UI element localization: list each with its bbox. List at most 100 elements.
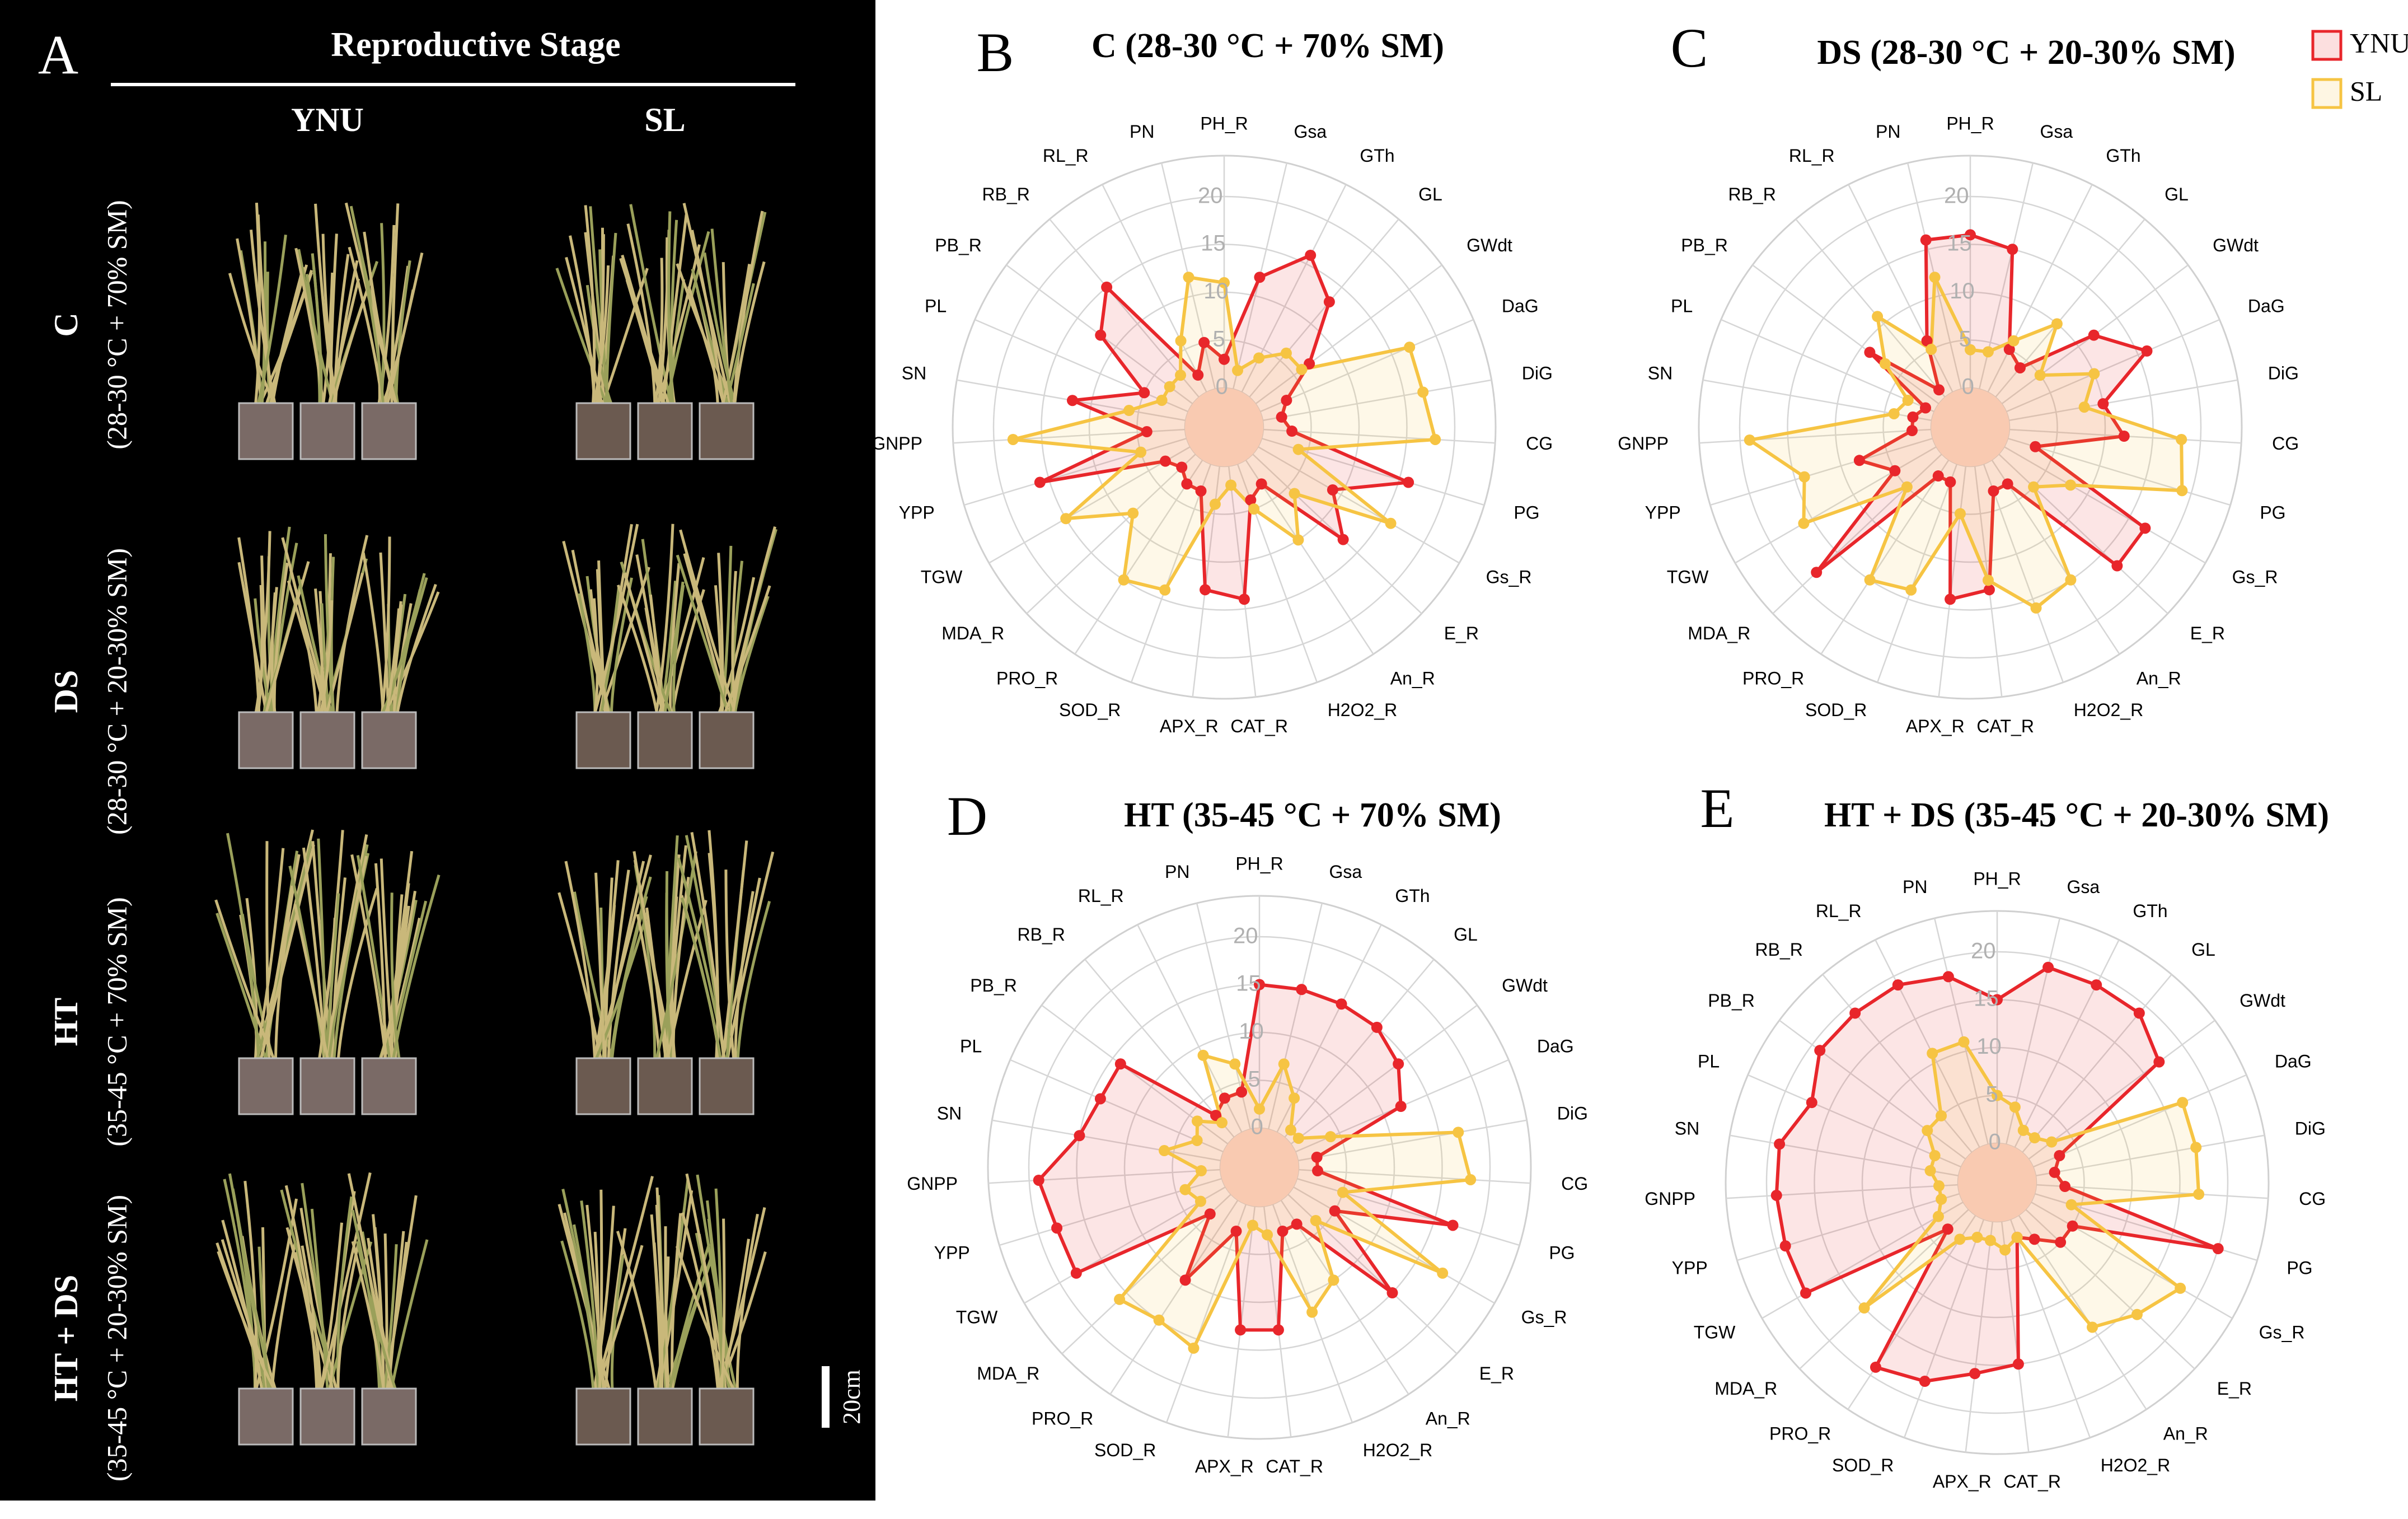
data-point bbox=[1289, 1092, 1300, 1104]
data-point bbox=[1291, 1218, 1303, 1230]
radial-tick-label: 5 bbox=[1986, 1082, 1998, 1106]
pot bbox=[361, 1057, 417, 1115]
axis-label: An_R bbox=[2163, 1424, 2208, 1444]
axis-label: YPP bbox=[1645, 502, 1681, 522]
pot bbox=[699, 1057, 755, 1115]
axis-label: DiG bbox=[1522, 363, 1553, 384]
spoke bbox=[1699, 428, 1932, 444]
plant-stem bbox=[324, 572, 364, 718]
plant-stem bbox=[351, 1241, 386, 1395]
data-point bbox=[1905, 584, 1917, 596]
data-point bbox=[1229, 1058, 1241, 1070]
radial-tick-label: 10 bbox=[1950, 279, 1975, 303]
data-point bbox=[1204, 1208, 1216, 1220]
spoke bbox=[1228, 466, 1257, 697]
plant-stem bbox=[270, 1242, 297, 1395]
data-point bbox=[1175, 335, 1187, 347]
radial-tick-label: 15 bbox=[1236, 971, 1261, 996]
spoke bbox=[1010, 1059, 1224, 1153]
data-point bbox=[1101, 281, 1113, 293]
data-point bbox=[1195, 1165, 1207, 1177]
spoke bbox=[2001, 1221, 2030, 1452]
plant-stem bbox=[592, 524, 639, 718]
data-point bbox=[1159, 1145, 1170, 1157]
data-point bbox=[1971, 1231, 1983, 1243]
axis-label: TGW bbox=[1667, 567, 1709, 587]
data-point bbox=[1447, 1219, 1459, 1231]
data-point bbox=[1864, 574, 1876, 586]
spoke bbox=[1710, 437, 1933, 506]
axis-label: PH_R bbox=[1973, 868, 2021, 889]
axis-label: Gsa bbox=[1329, 862, 1362, 882]
spoke bbox=[1991, 459, 2120, 655]
axis-label: Gsa bbox=[1294, 121, 1327, 142]
plant-stem bbox=[281, 537, 318, 718]
axis-label: PG bbox=[2287, 1258, 2312, 1278]
spoke bbox=[1298, 1169, 1531, 1184]
axis-label: RB_R bbox=[982, 184, 1030, 204]
data-point bbox=[1159, 584, 1171, 596]
axis-label: GL bbox=[1418, 184, 1442, 204]
radial-tick-label: 10 bbox=[1976, 1034, 2002, 1059]
data-point bbox=[1176, 461, 1188, 473]
plant-stem bbox=[330, 284, 371, 409]
spoke bbox=[2009, 1219, 2091, 1438]
data-point bbox=[1929, 1149, 1941, 1161]
axis-label: RL_R bbox=[1078, 886, 1124, 906]
plant-stem bbox=[626, 223, 657, 409]
data-point bbox=[1219, 1092, 1230, 1104]
plant-stem bbox=[663, 581, 685, 718]
data-point bbox=[1306, 1306, 1318, 1318]
row-condition: (35-45 °C + 20-30% SM) bbox=[101, 1195, 132, 1481]
axis-label: E_R bbox=[2190, 623, 2225, 643]
plant-stem bbox=[691, 230, 725, 409]
plant-stem bbox=[558, 892, 603, 1064]
row-condition: (28-30 °C + 20-30% SM) bbox=[101, 548, 132, 835]
pot bbox=[637, 402, 693, 460]
data-point bbox=[2028, 481, 2040, 493]
data-point bbox=[1051, 1222, 1063, 1234]
plant-stem bbox=[633, 851, 672, 1064]
data-point bbox=[1932, 1210, 1944, 1222]
data-point bbox=[2176, 485, 2188, 497]
plant-stem bbox=[675, 1245, 738, 1395]
spoke bbox=[1847, 1214, 1976, 1410]
data-point bbox=[1806, 1097, 1817, 1109]
plant-stem bbox=[605, 232, 617, 409]
panel-label: A bbox=[38, 24, 78, 86]
plant-stem bbox=[324, 534, 335, 718]
radial-tick-label: 0 bbox=[1989, 1130, 2001, 1155]
plant-stem bbox=[311, 253, 322, 409]
data-point bbox=[1238, 593, 1250, 605]
radial-tick-label: 20 bbox=[1198, 183, 1223, 208]
axis-label: CG bbox=[1561, 1174, 1588, 1194]
data-point bbox=[1198, 336, 1210, 348]
series-area bbox=[1774, 965, 2220, 1384]
plant-stem bbox=[317, 600, 334, 718]
data-point bbox=[1932, 470, 1944, 482]
data-point bbox=[1191, 1134, 1203, 1146]
spoke bbox=[1752, 264, 1939, 405]
chart-title: HT (35-45 °C + 70% SM) bbox=[1124, 796, 1501, 834]
spoke bbox=[1297, 1119, 1527, 1162]
axis-label: TGW bbox=[956, 1307, 998, 1327]
spoke bbox=[1965, 1221, 1994, 1452]
plant-stem bbox=[584, 205, 596, 409]
data-point bbox=[1983, 584, 1995, 596]
plant-stem bbox=[321, 233, 339, 409]
axis-label: Gsa bbox=[2067, 877, 2100, 897]
spoke bbox=[1735, 446, 1937, 564]
plant-stem bbox=[380, 858, 395, 1064]
data-point bbox=[1296, 984, 1308, 995]
axis-label: MDA_R bbox=[1688, 623, 1750, 643]
axis-label: An_R bbox=[1426, 1409, 1470, 1429]
axis-label: PN bbox=[1876, 121, 1900, 142]
plant-stem bbox=[317, 838, 327, 1064]
legend-swatch bbox=[2311, 78, 2343, 109]
data-point bbox=[1453, 1127, 1464, 1138]
data-point bbox=[2014, 362, 2026, 373]
data-point bbox=[1926, 344, 1937, 356]
data-point bbox=[1225, 479, 1237, 491]
data-point bbox=[1901, 481, 1913, 493]
data-point bbox=[1286, 426, 1298, 437]
